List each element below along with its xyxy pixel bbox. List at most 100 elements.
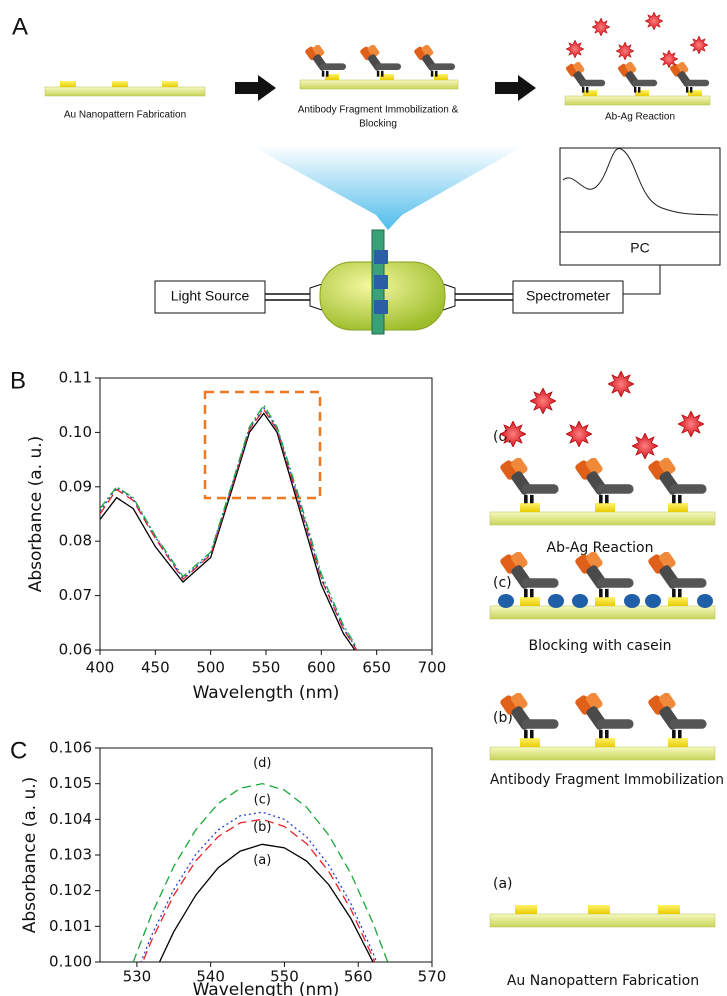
au-pad — [595, 738, 615, 747]
nanopattern — [374, 275, 388, 289]
y-tick-label: 0.06 — [59, 641, 92, 659]
y-tick-label: 0.11 — [59, 369, 92, 387]
pc-box — [559, 231, 721, 266]
x-tick-label: 540 — [196, 968, 225, 986]
antigen — [592, 18, 610, 36]
antibody — [414, 45, 455, 77]
y-tick-label: 0.103 — [49, 846, 92, 864]
curve-label: (d) — [253, 756, 271, 771]
stage-caption: Blocking with casein — [528, 638, 671, 654]
antibody — [360, 45, 401, 77]
cable — [623, 265, 661, 295]
arrow — [495, 75, 536, 101]
x-tick-label: 530 — [123, 968, 152, 986]
light-source-label: Light Source — [171, 288, 250, 304]
au-pad — [595, 503, 615, 512]
stage-b: (b) Antibody Fragment Immobilization — [489, 693, 724, 788]
antigen — [690, 36, 708, 54]
step-caption: Au Nanopattern Fabrication — [64, 110, 186, 121]
au-pad — [60, 81, 76, 87]
antibody — [575, 552, 634, 598]
antibody — [618, 62, 658, 93]
substrate — [564, 95, 711, 106]
casein — [548, 594, 564, 608]
curve-label: (c) — [254, 793, 271, 808]
x-tick-label: 570 — [418, 968, 447, 986]
x-tick-label: 500 — [196, 659, 225, 677]
substrate — [299, 79, 459, 90]
au-pad — [520, 503, 540, 512]
antibody — [575, 458, 634, 504]
curve-label: (a) — [253, 853, 271, 868]
substrate — [489, 913, 716, 928]
antibody — [648, 458, 707, 504]
stage-a: (a) Au Nanopattern Fabrication — [489, 876, 716, 989]
y-tick-label: 0.105 — [49, 774, 92, 792]
au-pad — [434, 74, 448, 80]
antibody — [575, 693, 634, 739]
step-1: Au Nanopattern Fabrication — [44, 81, 206, 121]
x-axis-title: Wavelength (nm) — [193, 683, 340, 703]
antibody — [566, 62, 606, 93]
au-pad — [668, 503, 688, 512]
x-tick-label: 550 — [270, 968, 299, 986]
step-caption: Ab-Ag Reaction — [605, 112, 675, 123]
au-pad — [588, 905, 610, 914]
arrow — [235, 75, 276, 101]
casein — [498, 594, 514, 608]
spectrum-trace — [562, 148, 719, 216]
y-tick-label: 0.106 — [49, 739, 92, 757]
x-tick-label: 400 — [86, 659, 115, 677]
antigen — [566, 421, 592, 447]
data-line — [100, 406, 358, 650]
data-line — [140, 811, 378, 962]
x-tick-label: 700 — [418, 659, 447, 677]
data-line — [100, 403, 358, 648]
x-tick-label: 550 — [252, 659, 281, 677]
au-pad — [595, 597, 615, 606]
pc-label: PC — [630, 240, 649, 256]
antigen — [660, 50, 678, 68]
data-line — [100, 408, 358, 650]
y-axis-title: Absorbance (a. u.) — [20, 777, 40, 934]
au-pad — [668, 738, 688, 747]
x-tick-label: 650 — [362, 659, 391, 677]
y-tick-label: 0.07 — [59, 586, 92, 604]
stage-caption: Ab-Ag Reaction — [547, 540, 654, 556]
au-pad — [635, 90, 649, 96]
x-tick-label: 450 — [141, 659, 170, 677]
pc-screen — [559, 147, 721, 233]
y-tick-label: 0.101 — [49, 917, 92, 935]
substrate — [489, 511, 716, 526]
step-3: Ab-Ag Reaction — [564, 12, 711, 123]
data-line — [142, 818, 376, 962]
au-pad — [380, 74, 394, 80]
au-pad — [668, 597, 688, 606]
x-tick-label: 600 — [307, 659, 336, 677]
y-tick-label: 0.104 — [49, 810, 92, 828]
casein — [697, 594, 713, 608]
data-line — [158, 843, 374, 962]
panel-label: C — [10, 737, 27, 764]
setup: Light Source Spectrometer PC — [154, 147, 721, 335]
au-pad — [583, 90, 597, 96]
au-pad — [688, 90, 702, 96]
data-line — [132, 783, 389, 962]
y-tick-label: 0.08 — [59, 532, 92, 550]
substrate — [489, 746, 716, 761]
y-axis-title: Absorbance (a. u.) — [26, 436, 46, 593]
au-pad — [515, 905, 537, 914]
spectrometer-label: Spectrometer — [526, 288, 610, 304]
plot-frame — [99, 377, 433, 651]
stage-tag: (a) — [493, 876, 513, 892]
light-source-box — [154, 280, 266, 314]
highlight-box — [203, 390, 322, 500]
stage-tag: (b) — [493, 710, 513, 726]
y-tick-label: 0.102 — [49, 881, 92, 899]
spectrometer-box — [512, 280, 624, 314]
antibody — [670, 62, 710, 93]
step-caption: Blocking — [359, 119, 397, 130]
